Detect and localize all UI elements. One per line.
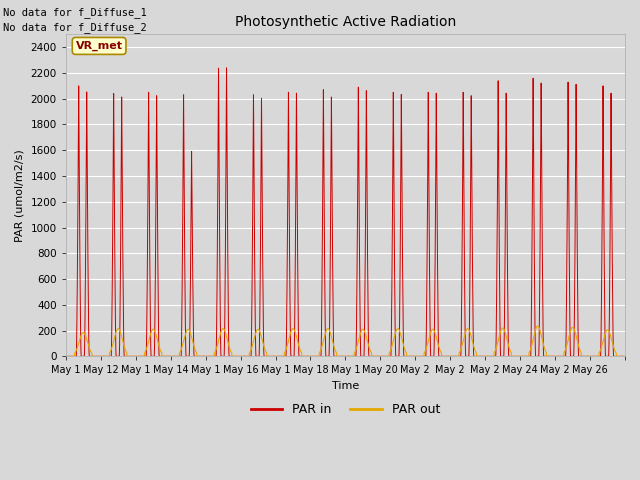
Line: PAR out: PAR out [66,326,625,356]
PAR in [621,353,629,359]
PAR in [499,353,507,359]
PAR out [396,329,404,335]
PAR in [62,353,70,359]
PAR out [534,323,541,329]
Text: No data for f_Diffuse_1: No data for f_Diffuse_1 [3,7,147,18]
PAR in [178,322,186,327]
PAR out [62,353,70,359]
PAR out [526,348,534,353]
PAR out [499,325,507,331]
PAR in [396,251,404,257]
PAR in [223,65,230,71]
Y-axis label: PAR (umol/m2/s): PAR (umol/m2/s) [15,149,25,242]
Legend: PAR in, PAR out: PAR in, PAR out [246,398,445,421]
PAR in [527,353,534,359]
Title: Photosynthetic Active Radiation: Photosynthetic Active Radiation [235,15,456,29]
Text: No data for f_Diffuse_2: No data for f_Diffuse_2 [3,22,147,33]
Line: PAR in: PAR in [66,68,625,356]
PAR out [178,345,186,351]
X-axis label: Time: Time [332,381,359,391]
PAR out [541,346,548,352]
PAR out [621,353,629,359]
PAR in [541,353,548,359]
PAR out [366,348,374,353]
PAR in [366,353,374,359]
Text: VR_met: VR_met [76,41,123,51]
